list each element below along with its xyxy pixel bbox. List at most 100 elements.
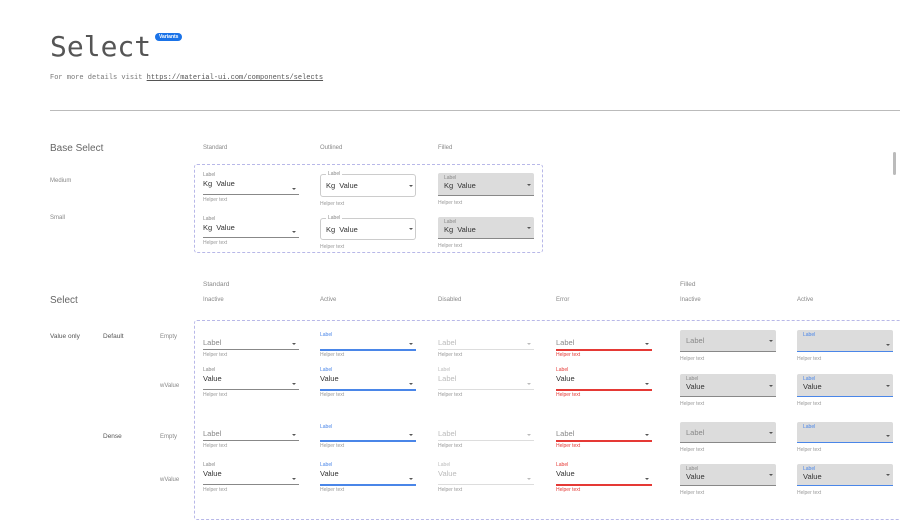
value-text: Label	[556, 338, 575, 347]
helper-text: Helper text	[203, 392, 228, 398]
state-wvalue: wValue	[160, 383, 180, 389]
value-text: Value	[339, 225, 358, 234]
select-filled-active-2[interactable]: Label Helper text	[797, 422, 893, 453]
dropdown-arrow-icon	[409, 434, 413, 436]
select-filled-inactive-2[interactable]: Label Helper text	[680, 422, 776, 453]
value-text: Value	[438, 469, 457, 478]
base-standard-1[interactable]: Label Kg Value Helper text	[203, 216, 299, 247]
select-active-3[interactable]: Label Value Helper text	[320, 462, 416, 494]
col-error: Error	[556, 297, 570, 303]
selected-value: Kg Value	[326, 181, 358, 190]
select-inactive-1[interactable]: Label Value Helper text	[203, 367, 299, 399]
underline	[320, 389, 416, 391]
filled-background	[680, 422, 776, 443]
field-label: Label	[326, 171, 343, 177]
col-filled-active: Active	[797, 297, 814, 303]
select-filled-active-1[interactable]: Label Value Helper text	[797, 374, 893, 407]
filled-background	[438, 173, 534, 196]
filled-background	[797, 374, 893, 397]
scrollbar[interactable]	[893, 152, 896, 175]
selected-value: Kg Value	[444, 181, 476, 190]
value-text: Value	[339, 181, 358, 190]
helper-text: Helper text	[680, 447, 705, 453]
select-filled-inactive-1[interactable]: Label Value Helper text	[680, 374, 776, 407]
field-label: Label	[438, 462, 451, 468]
select-error-0[interactable]: Label Helper text	[556, 332, 652, 359]
base-filled-0[interactable]: Label Kg Value Helper text	[438, 173, 534, 206]
divider	[50, 110, 900, 111]
underline	[320, 484, 416, 486]
placeholder: Label	[438, 429, 456, 438]
group-standard: Standard	[203, 281, 230, 288]
placeholder: Label	[686, 336, 704, 345]
value-text: Value	[203, 374, 222, 383]
value-text: Value	[686, 472, 705, 481]
underline	[438, 349, 534, 350]
filled-background	[680, 374, 776, 397]
value-text: Value	[216, 223, 235, 232]
selected-value: Value	[556, 469, 575, 478]
dropdown-arrow-icon	[527, 383, 531, 385]
field-label: Label	[320, 424, 333, 430]
filled-background	[797, 464, 893, 486]
underline	[203, 349, 299, 350]
select-inactive-3[interactable]: Label Value Helper text	[203, 462, 299, 494]
select-filled-active-3[interactable]: Label Value Helper text	[797, 464, 893, 496]
select-error-2[interactable]: Label Helper text	[556, 424, 652, 450]
dropdown-arrow-icon	[886, 384, 890, 387]
col-disabled: Disabled	[438, 297, 462, 303]
underline	[556, 349, 652, 351]
select-error-1[interactable]: Label Value Helper text	[556, 367, 652, 399]
outline	[320, 218, 416, 240]
select-active-1[interactable]: Label Value Helper text	[320, 367, 416, 399]
col-active: Active	[320, 297, 337, 303]
value-text: Label	[438, 338, 457, 347]
base-outlined-0[interactable]: Label Kg Value Helper text	[320, 171, 416, 207]
state-wvalue-dense: wValue	[160, 477, 180, 483]
select-disabled-3[interactable]: Label Value Helper text	[438, 462, 534, 494]
row-group-value-only: Value only	[50, 333, 80, 340]
value-text: Value	[216, 179, 235, 188]
dropdown-arrow-icon	[527, 478, 531, 480]
select-filled-active-0[interactable]: Label Helper text	[797, 330, 893, 362]
select-active-0[interactable]: Label Helper text	[320, 332, 416, 359]
base-outlined-1[interactable]: Label Kg Value Helper text	[320, 215, 416, 250]
dropdown-arrow-icon	[769, 474, 773, 476]
selected-value: Value	[686, 382, 705, 391]
base-standard-0[interactable]: Label Kg Value Helper text	[203, 172, 299, 204]
value-text: Label	[438, 374, 457, 383]
value-text: Label	[438, 429, 457, 438]
field-label: Label	[320, 332, 333, 338]
dropdown-arrow-icon	[292, 188, 296, 190]
value-prefix: Kg	[326, 225, 336, 234]
select-active-2[interactable]: Label Helper text	[320, 424, 416, 450]
base-filled-1[interactable]: Label Kg Value Helper text	[438, 217, 534, 249]
select-inactive-2[interactable]: Label Helper text	[203, 424, 299, 450]
selected-value: Value	[203, 469, 222, 478]
selected-value: Value	[686, 472, 705, 481]
dropdown-arrow-icon	[645, 434, 649, 436]
helper-text: Helper text	[203, 352, 228, 358]
select-disabled-1[interactable]: Label Label Helper text	[438, 367, 534, 399]
select-filled-inactive-3[interactable]: Label Value Helper text	[680, 464, 776, 496]
field-label: Label	[326, 215, 343, 221]
select-inactive-0[interactable]: Label Helper text	[203, 332, 299, 359]
field-label: Label	[686, 466, 699, 472]
selected-value: Label	[438, 374, 456, 383]
field-label: Label	[203, 172, 216, 178]
dropdown-arrow-icon	[292, 434, 296, 436]
helper-text: Helper text	[438, 200, 463, 206]
filled-background	[680, 330, 776, 352]
dropdown-arrow-icon	[769, 340, 773, 342]
docs-link[interactable]: https://material-ui.com/components/selec…	[146, 74, 324, 82]
select-error-3[interactable]: Label Value Helper text	[556, 462, 652, 494]
filled-background	[680, 464, 776, 486]
field-label: Label	[803, 466, 816, 472]
select-disabled-0[interactable]: Label Helper text	[438, 332, 534, 359]
select-filled-inactive-0[interactable]: Label Helper text	[680, 330, 776, 362]
helper-text: Helper text	[320, 201, 345, 207]
select-disabled-2[interactable]: Label Helper text	[438, 424, 534, 450]
selected-value: Value	[320, 469, 339, 478]
col-filled-inactive: Inactive	[680, 297, 701, 303]
value-text: Value	[686, 382, 705, 391]
